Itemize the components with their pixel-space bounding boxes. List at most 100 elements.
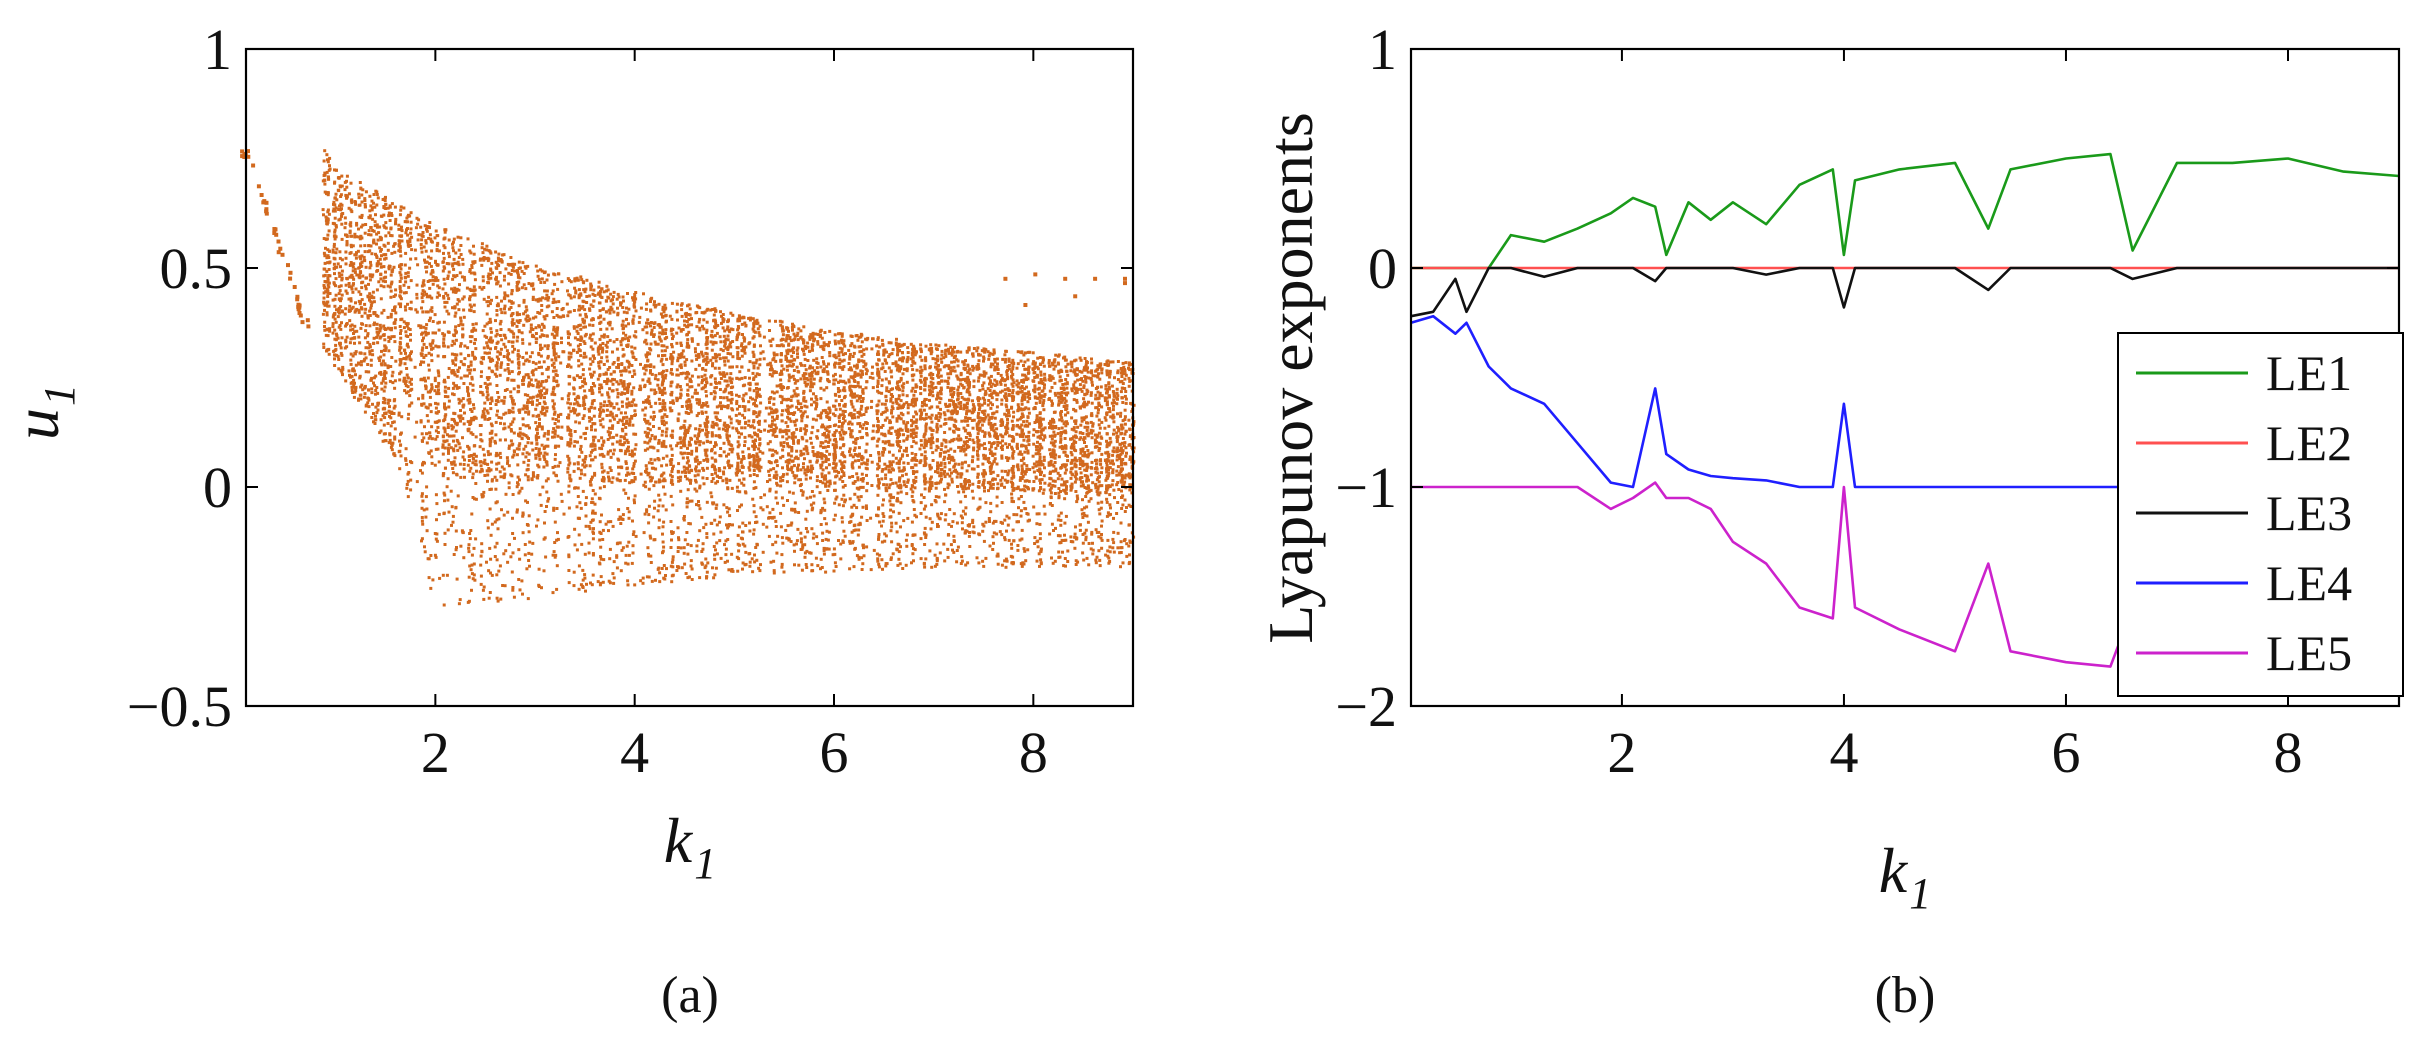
scatter-point (358, 237, 362, 241)
scatter-point (355, 221, 359, 225)
scatter-point (518, 319, 522, 322)
scatter-point (567, 397, 571, 401)
scatter-point (323, 308, 326, 312)
scatter-point (470, 375, 474, 379)
scatter-point (466, 428, 470, 431)
scatter-point (452, 439, 455, 443)
scatter-point (487, 356, 491, 360)
scatter-point (624, 460, 628, 464)
scatter-point (390, 448, 394, 452)
scatter-point (568, 294, 572, 298)
scatter-point (522, 460, 526, 464)
scatter-point (741, 561, 745, 565)
scatter-point (621, 347, 625, 351)
scatter-point (468, 397, 472, 401)
scatter-point (345, 243, 349, 247)
scatter-point (670, 372, 674, 376)
scatter-point (373, 422, 377, 425)
scatter-point (606, 379, 610, 383)
scatter-point (609, 404, 613, 408)
scatter-point (524, 499, 528, 503)
scatter-point (572, 386, 576, 390)
scatter-point (392, 420, 396, 424)
scatter-point (602, 485, 606, 489)
scatter-point (444, 228, 448, 232)
scatter-point (528, 342, 532, 346)
scatter-point (617, 295, 621, 299)
scatter-point (446, 277, 450, 280)
scatter-point (645, 575, 649, 579)
scatter-point (685, 477, 689, 481)
scatter-point (555, 374, 559, 377)
scatter-point (552, 376, 556, 380)
scatter-point (593, 294, 597, 297)
scatter-point (713, 395, 717, 399)
scatter-point (344, 340, 348, 344)
scatter-point (713, 307, 717, 311)
scatter-point (557, 300, 561, 304)
scatter-point (729, 401, 733, 405)
scatter-point (575, 325, 579, 329)
scatter-point (527, 282, 531, 285)
scatter-point (452, 460, 456, 464)
scatter-point (425, 260, 428, 264)
scatter-point (669, 463, 673, 466)
scatter-point (507, 444, 511, 448)
scatter-point (602, 372, 606, 376)
scatter-point (490, 399, 494, 403)
scatter-point (605, 359, 609, 363)
scatter-point (678, 356, 682, 360)
scatter-point (453, 275, 457, 279)
scatter-point (386, 366, 390, 370)
scatter-point (685, 411, 689, 415)
scatter-point (618, 541, 622, 545)
scatter-point (398, 249, 402, 253)
scatter-point (452, 240, 455, 244)
scatter-point (328, 167, 332, 171)
scatter-point (351, 283, 355, 287)
scatter-point (704, 557, 708, 561)
scatter-point (616, 395, 620, 399)
scatter-point (469, 568, 473, 572)
scatter-point (719, 377, 723, 380)
scatter-point (498, 451, 502, 455)
scatter-point (644, 368, 648, 372)
scatter-point (333, 230, 337, 234)
scatter-point (521, 514, 525, 518)
scatter-point (661, 549, 665, 553)
scatter-point (569, 441, 573, 445)
scatter-point (647, 321, 651, 325)
scatter-point (607, 475, 610, 479)
scatter-point (326, 300, 330, 304)
scatter-point (698, 440, 702, 444)
scatter-point (704, 357, 708, 361)
scatter-point (685, 371, 688, 375)
scatter-point (540, 372, 544, 376)
scatter-point (355, 273, 359, 277)
scatter-point (717, 520, 721, 524)
scatter-point (489, 468, 493, 472)
scatter-point (420, 537, 424, 541)
scatter-point (693, 434, 697, 438)
scatter-point (326, 276, 330, 280)
scatter-point (507, 543, 511, 547)
scatter-point (625, 447, 629, 451)
scatter-point (442, 511, 446, 515)
scatter-point (551, 301, 555, 304)
scatter-point (468, 469, 472, 473)
scatter-point (375, 203, 379, 207)
scatter-point (723, 466, 727, 470)
scatter-point (576, 467, 580, 471)
scatter-point (743, 444, 746, 447)
scatter-point (591, 360, 595, 364)
scatter-point (363, 302, 367, 306)
scatter-point (694, 350, 697, 354)
scatter-point (393, 309, 397, 312)
scatter-point (424, 265, 428, 269)
scatter-point (488, 507, 492, 511)
scatter-point (715, 503, 719, 507)
scatter-point (581, 568, 585, 572)
scatter-point (485, 386, 489, 390)
scatter-point (600, 466, 604, 470)
scatter-point (682, 438, 686, 442)
